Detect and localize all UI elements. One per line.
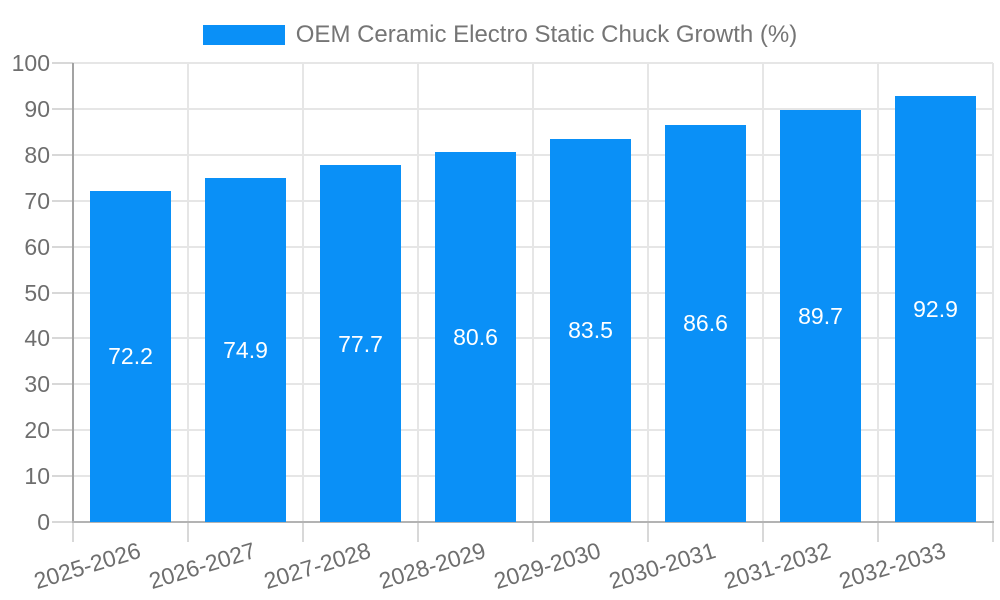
legend: OEM Ceramic Electro Static Chuck Growth … xyxy=(0,21,1000,49)
x-axis-tick xyxy=(72,522,74,542)
bar xyxy=(550,138,631,522)
gridline-vertical xyxy=(877,63,879,522)
y-tick-label: 90 xyxy=(24,95,50,122)
gridline-vertical xyxy=(532,63,534,522)
bar-value-label: 72.2 xyxy=(108,343,153,370)
gridline-vertical xyxy=(417,63,419,522)
x-tick-label: 2028-2029 xyxy=(375,537,489,595)
y-axis-tick xyxy=(52,245,73,248)
y-axis-tick xyxy=(52,153,73,156)
y-axis-tick xyxy=(52,291,73,294)
bar-value-label: 86.6 xyxy=(683,310,728,337)
gridline-vertical xyxy=(647,63,649,522)
x-tick-label: 2027-2028 xyxy=(260,537,374,595)
bar-value-label: 89.7 xyxy=(798,303,843,330)
legend-swatch-icon xyxy=(202,25,285,45)
x-tick-label: 2029-2030 xyxy=(490,537,604,595)
y-tick-label: 60 xyxy=(24,233,50,260)
x-tick-label: 2030-2031 xyxy=(605,537,719,595)
bar xyxy=(665,124,746,522)
x-tick-label: 2025-2026 xyxy=(30,537,144,595)
y-axis-tick xyxy=(52,337,73,340)
legend-item[interactable]: OEM Ceramic Electro Static Chuck Growth … xyxy=(202,21,798,49)
y-tick-label: 10 xyxy=(24,463,50,490)
y-tick-label: 0 xyxy=(37,509,50,535)
x-axis-tick xyxy=(647,522,649,542)
x-axis-tick xyxy=(187,522,189,542)
y-tick-label: 30 xyxy=(24,371,50,398)
gridline-vertical xyxy=(992,63,994,522)
bar xyxy=(895,95,976,522)
y-axis-tick xyxy=(52,107,73,110)
y-tick-label: 20 xyxy=(24,417,50,444)
y-axis-tick xyxy=(52,62,73,64)
y-axis-tick xyxy=(52,429,73,432)
bar xyxy=(90,190,171,522)
y-tick-label: 80 xyxy=(24,141,50,168)
gridline-vertical xyxy=(762,63,764,522)
y-axis-tick xyxy=(52,521,73,523)
bar-value-label: 80.6 xyxy=(453,324,498,351)
y-axis-tick xyxy=(52,383,73,386)
bar-value-label: 92.9 xyxy=(913,295,958,322)
x-axis-tick xyxy=(762,522,764,542)
gridline-vertical xyxy=(187,63,189,522)
y-tick-label: 70 xyxy=(24,187,50,214)
y-tick-label: 40 xyxy=(24,325,50,352)
bar-value-label: 77.7 xyxy=(338,330,383,357)
x-tick-label: 2031-2032 xyxy=(720,537,834,595)
y-axis-tick xyxy=(52,475,73,478)
x-axis-tick xyxy=(877,522,879,542)
y-axis-tick xyxy=(52,199,73,202)
x-axis-line xyxy=(72,521,994,523)
x-axis-tick xyxy=(302,522,304,542)
bar xyxy=(320,165,401,522)
bar-value-label: 74.9 xyxy=(223,337,268,364)
x-axis-tick xyxy=(532,522,534,542)
y-axis-line xyxy=(72,63,74,522)
y-tick-label: 50 xyxy=(24,279,50,306)
bar-value-label: 83.5 xyxy=(568,317,613,344)
x-axis-tick xyxy=(417,522,419,542)
legend-label: OEM Ceramic Electro Static Chuck Growth … xyxy=(295,21,798,48)
x-tick-label: 2032-2033 xyxy=(835,537,949,595)
bar xyxy=(780,110,861,522)
x-axis-tick xyxy=(992,522,994,542)
x-tick-label: 2026-2027 xyxy=(145,537,259,595)
bar xyxy=(205,178,286,522)
bar xyxy=(435,152,516,522)
gridline-vertical xyxy=(302,63,304,522)
y-tick-label: 100 xyxy=(11,50,50,76)
